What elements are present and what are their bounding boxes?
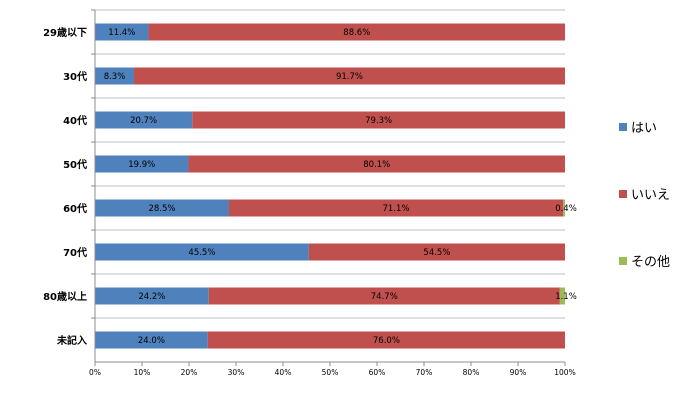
x-tick-label: 80% [463,368,480,377]
data-label: 80.1% [363,160,390,170]
x-tick-label: 100% [554,368,575,377]
data-label: 11.4% [108,28,135,38]
bar-segment [192,111,566,129]
x-tick-label: 10% [134,368,151,377]
x-tick-label: 20% [181,368,198,377]
data-label: 71.1% [383,204,410,214]
x-tick-label: 70% [416,368,433,377]
category-label: 未記入 [56,334,87,347]
data-label: 24.2% [138,292,165,302]
bar-segment [95,331,208,349]
bar-segment [95,199,229,217]
data-label: 24.0% [138,336,165,346]
data-label: 19.9% [128,160,155,170]
bar-segment [208,287,560,305]
x-tick-label: 0% [89,368,101,377]
legend-label: いいえ [631,188,670,203]
category-label: 70代 [63,246,87,259]
bar-segment [188,155,565,173]
bar-segment [308,243,565,261]
x-tick-label: 30% [228,368,245,377]
gridlines [95,9,565,363]
category-label: 60代 [63,202,87,215]
bars: 11.4% 88.6% 8.3% 91.7% 20.7% 79.3% 19.9% 80.1% 2… [95,23,577,349]
legend-swatch [619,190,627,198]
data-label: 28.5% [148,204,175,214]
data-label: 45.5% [188,248,215,258]
bar-segment [95,23,149,41]
legend-label: はい [631,121,657,136]
category-label: 30代 [63,70,87,83]
data-label: 76.0% [373,336,400,346]
bar-segment [95,111,193,129]
x-tick-label: 90% [510,368,527,377]
bar-segment [207,331,566,349]
x-tick-label: 40% [275,368,292,377]
data-label: 1.1% [555,292,577,302]
category-label: 40代 [63,114,87,127]
bar-segment [95,287,209,305]
bar-segment [95,243,309,261]
bar-segment [563,199,565,217]
data-label: 54.5% [423,248,450,258]
data-label: 74.7% [371,292,398,302]
legend-swatch [619,257,627,265]
legend-label: その他 [631,255,670,270]
bar-segment [559,287,565,305]
category-label: 80歳以上 [43,290,87,303]
x-tick-label: 60% [369,368,386,377]
data-label: 8.3% [104,72,126,82]
axes: 0% 10% 20% 30% 40% 50% 60% 70% 80% 90% 100% 29歳以下 30… [43,9,576,377]
category-label: 29歳以下 [43,26,87,39]
data-label: 91.7% [336,72,363,82]
data-label: 79.3% [365,116,392,126]
data-label: 88.6% [343,28,370,38]
legend-swatch [619,123,627,131]
data-label: 0.4% [555,204,577,214]
category-label: 50代 [63,158,87,171]
bar-segment [95,67,135,85]
bar-segment [228,199,564,217]
bar-segment [148,23,565,41]
bar-segment [134,67,565,85]
data-label: 20.7% [130,116,157,126]
bar-segment [95,155,189,173]
x-tick-label: 50% [322,368,339,377]
